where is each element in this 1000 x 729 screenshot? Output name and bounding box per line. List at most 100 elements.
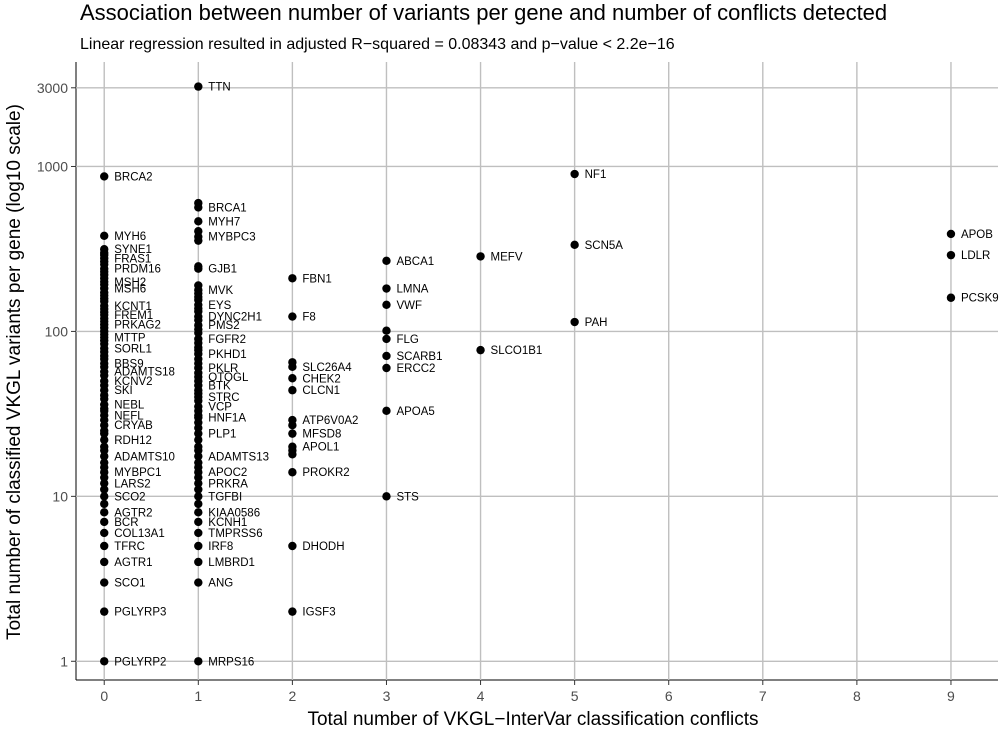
data-point [100, 479, 109, 488]
x-axis-ticks: 0 1 2 3 4 5 6 7 8 9 [100, 680, 955, 704]
data-point [288, 386, 297, 395]
data-point [194, 517, 203, 527]
point-label: AGTR1 [114, 557, 152, 569]
point-label: KIAA0586 [208, 507, 260, 519]
data-point [194, 413, 203, 422]
data-points [100, 82, 956, 666]
point-label: NEFL [114, 410, 144, 422]
data-point [100, 344, 109, 353]
y-tick-label: 10 [52, 488, 68, 504]
y-tick-label: 100 [45, 323, 69, 339]
data-point [194, 435, 203, 445]
y-tick-label: 1 [60, 653, 68, 669]
point-label: ADAMTS18 [114, 367, 175, 379]
data-point [946, 229, 956, 239]
data-point [288, 429, 297, 438]
data-point [288, 374, 297, 383]
data-point [288, 541, 297, 551]
data-point [194, 381, 203, 390]
data-point [194, 528, 203, 538]
point-label: MYBPC3 [208, 232, 255, 244]
x-tick-label: 6 [665, 688, 673, 704]
data-point [100, 386, 109, 395]
point-label: TTN [208, 82, 230, 94]
point-label: ADAMTS10 [114, 451, 175, 463]
point-label: MFSD8 [302, 429, 341, 441]
data-point [100, 508, 109, 517]
data-point [100, 446, 109, 455]
data-point [194, 468, 203, 477]
point-label: MYH7 [208, 216, 240, 228]
point-label: LMBRD1 [208, 557, 255, 569]
point-label: FGFR2 [208, 334, 246, 346]
data-point [382, 492, 391, 501]
point-label: BBS9 [114, 358, 143, 370]
point-label: IRF8 [208, 541, 233, 553]
data-point [194, 392, 203, 402]
point-label: APOL1 [302, 442, 339, 454]
point-label: STS [396, 491, 419, 503]
point-label: LARS2 [114, 478, 150, 490]
data-point [194, 328, 203, 338]
chart-title: Association between number of variants p… [80, 0, 888, 25]
point-label: DYNC2H1 [208, 312, 262, 324]
data-point [100, 320, 109, 329]
point-label: ADAMTS13 [208, 451, 269, 463]
data-point [100, 301, 109, 310]
x-tick-label: 8 [853, 688, 861, 704]
data-point [194, 217, 203, 226]
data-point [194, 203, 203, 212]
point-label: CRYAB [114, 420, 153, 432]
point-label: CHEK2 [302, 373, 340, 385]
data-point [194, 372, 203, 382]
data-point [194, 485, 203, 494]
data-point [194, 232, 203, 241]
point-label: SCO1 [114, 578, 145, 590]
data-point [476, 252, 485, 261]
data-point [100, 254, 109, 263]
data-point [288, 312, 297, 321]
data-point [194, 557, 203, 567]
data-point [100, 468, 109, 477]
x-tick-label: 7 [759, 688, 767, 704]
data-point [194, 508, 203, 517]
data-point [100, 541, 109, 551]
point-label: SORL1 [114, 343, 152, 355]
data-point [100, 333, 109, 342]
data-point [100, 557, 109, 567]
data-point [288, 442, 297, 451]
data-point [100, 499, 109, 509]
point-label: BRCA1 [208, 202, 246, 214]
point-label: DHODH [302, 541, 344, 553]
point-label: APOA5 [396, 406, 434, 418]
point-label: PGLYRP2 [114, 656, 166, 668]
data-point [382, 363, 391, 373]
data-point [288, 450, 297, 459]
point-label: TFRC [114, 541, 145, 553]
point-label: ATP6V0A2 [302, 415, 358, 427]
point-label: ANG [208, 578, 233, 590]
point-label: PKHD1 [208, 349, 246, 361]
data-point [100, 411, 109, 420]
data-point [100, 492, 109, 501]
point-label: CLCN1 [302, 385, 340, 397]
data-point [100, 284, 109, 293]
data-point [194, 578, 203, 587]
x-tick-label: 3 [383, 688, 391, 704]
data-point [194, 349, 203, 359]
point-label: MSH6 [114, 284, 146, 296]
data-point [100, 310, 109, 320]
data-point [382, 300, 391, 309]
point-label: FRAS1 [114, 253, 151, 265]
data-point [946, 293, 956, 302]
data-point [194, 657, 203, 666]
point-label: LDLR [961, 250, 990, 262]
data-point [194, 321, 203, 330]
data-point [100, 429, 109, 438]
data-point [194, 499, 203, 509]
point-label: MEFV [491, 251, 523, 263]
data-point [194, 300, 203, 309]
point-label: KCNT1 [114, 301, 152, 313]
point-label: BTK [208, 380, 231, 392]
